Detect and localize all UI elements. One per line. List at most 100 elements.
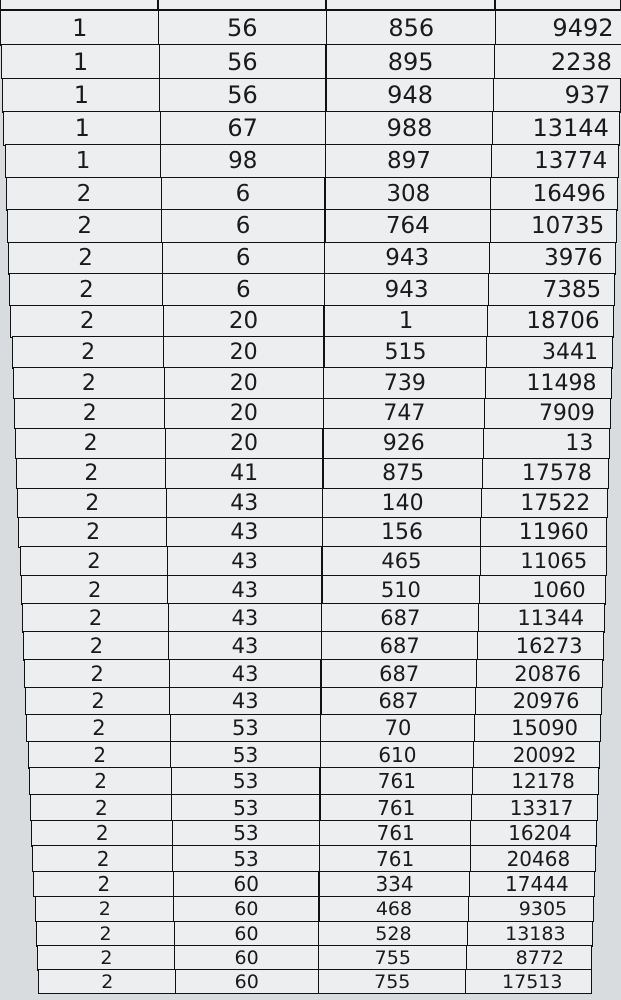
cell-col-3[interactable]: 140 (322, 487, 483, 519)
cell-col-4[interactable]: 13 (483, 427, 611, 460)
cell-col-4[interactable]: 7909 (484, 397, 612, 430)
cell-col-3[interactable]: 687 (320, 659, 478, 689)
cell-col-2[interactable]: 60 (175, 969, 320, 995)
cell-col-3[interactable]: 468 (318, 895, 470, 923)
cell-col-4[interactable]: 16204 (470, 819, 598, 847)
cell-col-4[interactable]: 18706 (486, 304, 615, 338)
header-cell[interactable] (326, 0, 495, 10)
cell-col-1[interactable]: 1 (2, 77, 161, 113)
cell-col-1[interactable]: 2 (31, 819, 174, 847)
cell-col-4[interactable]: 8772 (465, 945, 593, 971)
cell-col-2[interactable]: 53 (172, 845, 321, 873)
cell-col-1[interactable]: 2 (16, 457, 167, 490)
cell-col-3[interactable]: 156 (322, 516, 482, 548)
cell-col-4[interactable]: 11498 (485, 367, 613, 400)
cell-col-1[interactable]: 2 (35, 920, 176, 947)
cell-col-1[interactable]: 2 (27, 740, 172, 769)
cell-col-4[interactable]: 10735 (489, 209, 617, 243)
cell-col-3[interactable]: 687 (321, 603, 480, 633)
cell-col-2[interactable]: 20 (162, 304, 326, 338)
cell-col-2[interactable]: 6 (160, 176, 327, 211)
header-cell[interactable] (158, 0, 326, 10)
cell-col-1[interactable]: 2 (19, 546, 169, 577)
cell-col-2[interactable]: 56 (159, 77, 327, 113)
cell-col-2[interactable]: 43 (166, 516, 324, 548)
cell-col-3[interactable]: 897 (325, 144, 493, 179)
cell-col-1[interactable]: 1 (4, 144, 162, 179)
cell-col-4[interactable]: 13144 (492, 111, 620, 146)
cell-col-4[interactable]: 13774 (491, 144, 619, 179)
cell-col-3[interactable]: 761 (319, 845, 472, 873)
cell-col-3[interactable]: 755 (318, 969, 467, 995)
cell-col-2[interactable]: 60 (172, 870, 321, 898)
cell-col-4[interactable]: 11344 (477, 603, 605, 633)
cell-col-3[interactable]: 856 (326, 10, 497, 46)
cell-col-2[interactable]: 53 (170, 740, 322, 769)
cell-col-1[interactable]: 2 (25, 686, 171, 716)
cell-col-3[interactable]: 926 (322, 427, 485, 460)
cell-col-3[interactable]: 515 (323, 336, 488, 369)
cell-col-1[interactable]: 2 (32, 845, 174, 873)
cell-col-1[interactable]: 2 (21, 603, 170, 633)
cell-col-4[interactable]: 17513 (465, 969, 592, 995)
cell-col-4[interactable]: 15090 (474, 713, 601, 743)
cell-col-2[interactable]: 60 (173, 920, 320, 947)
cell-col-3[interactable]: 761 (319, 819, 472, 847)
cell-col-3[interactable]: 761 (319, 767, 474, 796)
cell-col-2[interactable]: 20 (163, 367, 325, 400)
cell-col-1[interactable]: 2 (12, 367, 166, 400)
cell-col-1[interactable]: 2 (11, 336, 165, 369)
cell-col-4[interactable]: 16496 (490, 176, 618, 211)
cell-col-3[interactable]: 70 (320, 713, 476, 743)
cell-col-2[interactable]: 43 (168, 659, 323, 689)
cell-col-2[interactable]: 60 (173, 895, 321, 923)
cell-col-4[interactable]: 20468 (469, 845, 597, 873)
cell-col-2[interactable]: 56 (158, 10, 328, 46)
cell-col-1[interactable]: 2 (17, 487, 168, 519)
cell-col-2[interactable]: 60 (174, 945, 320, 971)
cell-col-1[interactable]: 1 (3, 111, 162, 146)
cell-col-4[interactable]: 2238 (494, 44, 621, 80)
cell-col-2[interactable]: 53 (170, 767, 322, 796)
cell-col-3[interactable]: 988 (325, 111, 494, 146)
cell-col-1[interactable]: 2 (34, 895, 175, 923)
cell-col-4[interactable]: 11065 (479, 546, 607, 577)
cell-col-2[interactable]: 20 (163, 336, 326, 369)
cell-col-3[interactable]: 510 (321, 574, 481, 605)
cell-col-2[interactable]: 53 (169, 713, 322, 743)
cell-col-2[interactable]: 53 (171, 793, 322, 822)
cell-col-2[interactable]: 53 (171, 819, 321, 847)
cell-col-1[interactable]: 2 (13, 397, 166, 430)
cell-col-3[interactable]: 875 (322, 457, 484, 490)
cell-col-4[interactable]: 937 (493, 77, 621, 113)
cell-col-4[interactable]: 16273 (476, 631, 604, 661)
cell-col-3[interactable]: 610 (320, 740, 475, 769)
cell-col-3[interactable]: 465 (321, 546, 482, 577)
cell-col-1[interactable]: 2 (8, 241, 164, 275)
cell-col-2[interactable]: 6 (161, 209, 327, 243)
cell-col-4[interactable]: 1060 (478, 574, 606, 605)
cell-col-2[interactable]: 56 (158, 44, 328, 80)
cell-col-1[interactable]: 2 (28, 767, 173, 796)
cell-col-2[interactable]: 43 (167, 603, 323, 633)
cell-col-4[interactable]: 17522 (481, 487, 609, 519)
cell-col-3[interactable]: 687 (320, 686, 477, 716)
cell-col-3[interactable]: 739 (323, 367, 487, 400)
cell-col-4[interactable]: 20976 (475, 686, 602, 716)
cell-col-2[interactable]: 41 (165, 457, 325, 490)
cell-col-4[interactable]: 20876 (475, 659, 603, 689)
cell-col-1[interactable]: 2 (10, 304, 165, 338)
cell-col-2[interactable]: 43 (165, 487, 324, 519)
cell-col-3[interactable]: 948 (325, 77, 495, 113)
cell-col-2[interactable]: 43 (169, 686, 323, 716)
cell-col-3[interactable]: 528 (318, 920, 469, 947)
cell-col-3[interactable]: 334 (318, 870, 471, 898)
cell-col-1[interactable]: 1 (0, 10, 160, 46)
cell-col-1[interactable]: 2 (33, 870, 175, 898)
cell-col-4[interactable]: 7385 (487, 273, 615, 307)
cell-col-3[interactable]: 308 (324, 176, 492, 211)
cell-col-2[interactable]: 6 (161, 241, 326, 275)
header-cell[interactable] (0, 0, 158, 10)
cell-col-4[interactable]: 3441 (485, 336, 614, 369)
cell-col-3[interactable]: 943 (324, 273, 490, 307)
